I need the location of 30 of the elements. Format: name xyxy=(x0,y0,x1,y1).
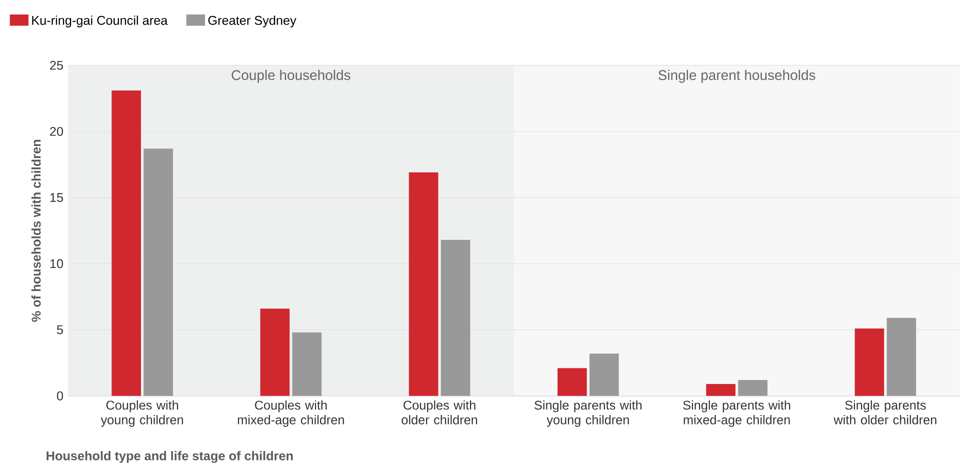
x-tick-label: Single parents with older children xyxy=(834,400,936,424)
bar xyxy=(854,328,884,396)
bar xyxy=(440,240,470,396)
y-tick-label: 20 xyxy=(50,126,63,136)
y-axis-title: % of households with children xyxy=(31,140,41,322)
band-label: Single parent households xyxy=(658,70,816,83)
x-tick-label: Couples with older children xyxy=(402,400,478,424)
bar xyxy=(706,384,736,396)
x-axis-title: Household type and life stage of children xyxy=(46,450,293,463)
bar xyxy=(144,148,173,396)
bar xyxy=(112,90,141,396)
bar xyxy=(738,380,768,396)
bar xyxy=(408,172,438,396)
bar xyxy=(292,332,322,396)
y-tick-label: 15 xyxy=(50,193,63,202)
bar xyxy=(886,318,916,396)
y-tick-label: 0 xyxy=(56,391,63,400)
legend-label: Ku-ring-gai Council area xyxy=(32,16,168,28)
y-tick-label: 25 xyxy=(50,60,63,70)
x-tick-label: Single parents with mixed-age children xyxy=(683,400,790,427)
band-label: Couple households xyxy=(232,70,350,83)
y-tick-label: 10 xyxy=(50,259,63,268)
x-tick-label: Couples with young children xyxy=(100,400,183,427)
x-tick-label: Couples with mixed-age children xyxy=(238,400,344,427)
bar xyxy=(590,354,619,396)
legend-label: Greater Sydney xyxy=(208,16,296,28)
bar xyxy=(260,308,290,396)
x-tick-label: Single parents with young children xyxy=(534,400,642,427)
y-tick-label: 5 xyxy=(56,325,63,334)
bar xyxy=(558,368,587,396)
